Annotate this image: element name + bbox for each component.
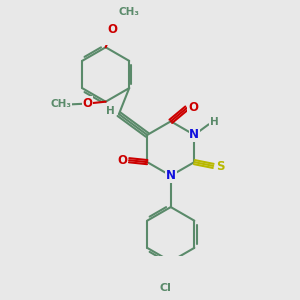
Text: CH₃: CH₃ xyxy=(119,7,140,17)
Text: H: H xyxy=(210,118,219,128)
Text: O: O xyxy=(107,23,118,36)
Text: H: H xyxy=(106,106,115,116)
Text: O: O xyxy=(188,101,198,114)
Text: CH₃: CH₃ xyxy=(51,99,72,109)
Text: S: S xyxy=(216,160,224,173)
Text: N: N xyxy=(189,128,199,141)
Text: O: O xyxy=(118,154,128,167)
Text: N: N xyxy=(166,169,176,182)
Text: O: O xyxy=(82,97,92,110)
Text: Cl: Cl xyxy=(159,283,171,293)
